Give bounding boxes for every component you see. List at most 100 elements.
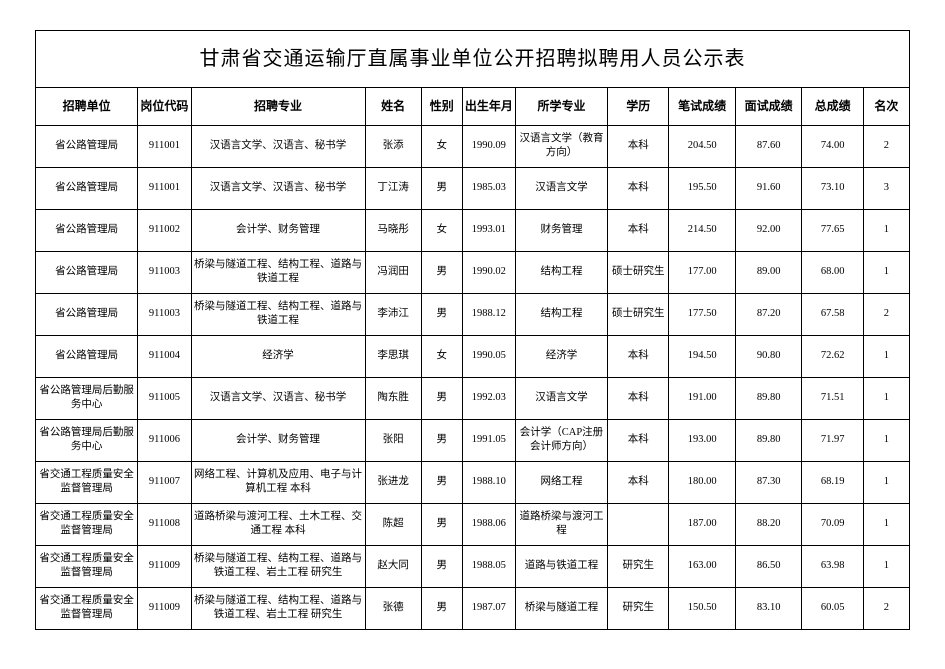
cell-gender: 男 [421,545,462,587]
header-birth: 出生年月 [462,88,515,126]
cell-total: 63.98 [802,545,863,587]
cell-written: 193.00 [669,419,736,461]
cell-rank: 1 [863,461,909,503]
cell-edu: 本科 [608,377,669,419]
cell-interview: 88.20 [735,503,802,545]
cell-studied: 桥梁与隧道工程 [515,587,607,629]
cell-interview: 89.80 [735,419,802,461]
cell-major: 汉语言文学、汉语言、秘书学 [191,125,365,167]
cell-studied: 汉语言文学 [515,167,607,209]
cell-major: 桥梁与隧道工程、结构工程、道路与铁道工程、岩土工程 研究生 [191,545,365,587]
cell-edu: 硕士研究生 [608,293,669,335]
cell-birth: 1990.09 [462,125,515,167]
header-interview: 面试成绩 [735,88,802,126]
table-row: 省公路管理局911001汉语言文学、汉语言、秘书学丁江涛男1985.03汉语言文… [36,167,910,209]
cell-gender: 男 [421,587,462,629]
cell-gender: 男 [421,419,462,461]
cell-total: 77.65 [802,209,863,251]
cell-code: 911005 [138,377,191,419]
cell-written: 204.50 [669,125,736,167]
cell-code: 911001 [138,167,191,209]
cell-total: 71.97 [802,419,863,461]
cell-name: 陶东胜 [365,377,421,419]
cell-code: 911006 [138,419,191,461]
cell-studied: 会计学（CAP注册会计师方向） [515,419,607,461]
cell-written: 180.00 [669,461,736,503]
cell-interview: 86.50 [735,545,802,587]
cell-written: 194.50 [669,335,736,377]
cell-total: 72.62 [802,335,863,377]
cell-studied: 汉语言文学 [515,377,607,419]
header-rank: 名次 [863,88,909,126]
header-edu: 学历 [608,88,669,126]
cell-major: 经济学 [191,335,365,377]
cell-unit: 省公路管理局 [36,167,138,209]
cell-code: 911009 [138,545,191,587]
cell-interview: 92.00 [735,209,802,251]
cell-birth: 1988.06 [462,503,515,545]
cell-code: 911003 [138,251,191,293]
cell-unit: 省交通工程质量安全监督管理局 [36,545,138,587]
header-row: 招聘单位 岗位代码 招聘专业 姓名 性别 出生年月 所学专业 学历 笔试成绩 面… [36,88,910,126]
cell-unit: 省交通工程质量安全监督管理局 [36,461,138,503]
cell-interview: 83.10 [735,587,802,629]
cell-name: 张德 [365,587,421,629]
cell-written: 195.50 [669,167,736,209]
cell-unit: 省公路管理局 [36,251,138,293]
table-row: 省交通工程质量安全监督管理局911008道路桥梁与渡河工程、土木工程、交通工程 … [36,503,910,545]
cell-gender: 男 [421,503,462,545]
cell-unit: 省公路管理局 [36,209,138,251]
table-row: 省交通工程质量安全监督管理局911007网络工程、计算机及应用、电子与计算机工程… [36,461,910,503]
cell-birth: 1987.07 [462,587,515,629]
cell-major: 会计学、财务管理 [191,209,365,251]
header-name: 姓名 [365,88,421,126]
cell-gender: 男 [421,377,462,419]
cell-major: 桥梁与隧道工程、结构工程、道路与铁道工程 [191,293,365,335]
cell-interview: 89.80 [735,377,802,419]
cell-interview: 87.30 [735,461,802,503]
cell-total: 68.19 [802,461,863,503]
cell-unit: 省交通工程质量安全监督管理局 [36,503,138,545]
cell-written: 187.00 [669,503,736,545]
cell-name: 张阳 [365,419,421,461]
cell-total: 60.05 [802,587,863,629]
cell-edu: 本科 [608,125,669,167]
cell-birth: 1988.10 [462,461,515,503]
cell-studied: 财务管理 [515,209,607,251]
cell-rank: 1 [863,377,909,419]
cell-birth: 1990.05 [462,335,515,377]
table-row: 省公路管理局911003桥梁与隧道工程、结构工程、道路与铁道工程冯润田男1990… [36,251,910,293]
header-studied: 所学专业 [515,88,607,126]
cell-rank: 2 [863,125,909,167]
cell-edu: 本科 [608,335,669,377]
cell-interview: 87.60 [735,125,802,167]
cell-unit: 省公路管理局 [36,125,138,167]
cell-studied: 经济学 [515,335,607,377]
cell-birth: 1985.03 [462,167,515,209]
cell-total: 71.51 [802,377,863,419]
cell-name: 张进龙 [365,461,421,503]
cell-total: 67.58 [802,293,863,335]
cell-total: 70.09 [802,503,863,545]
cell-edu: 硕士研究生 [608,251,669,293]
cell-unit: 省交通工程质量安全监督管理局 [36,587,138,629]
cell-rank: 1 [863,503,909,545]
cell-name: 李思琪 [365,335,421,377]
header-code: 岗位代码 [138,88,191,126]
cell-edu: 本科 [608,419,669,461]
cell-edu: 本科 [608,167,669,209]
cell-birth: 1991.05 [462,419,515,461]
cell-unit: 省公路管理局后勤服务中心 [36,419,138,461]
cell-studied: 道路桥梁与渡河工程 [515,503,607,545]
table-row: 省交通工程质量安全监督管理局911009桥梁与隧道工程、结构工程、道路与铁道工程… [36,587,910,629]
cell-major: 桥梁与隧道工程、结构工程、道路与铁道工程 [191,251,365,293]
cell-gender: 男 [421,461,462,503]
cell-gender: 男 [421,251,462,293]
cell-birth: 1990.02 [462,251,515,293]
cell-studied: 道路与铁道工程 [515,545,607,587]
cell-interview: 90.80 [735,335,802,377]
cell-written: 177.50 [669,293,736,335]
cell-major: 汉语言文学、汉语言、秘书学 [191,377,365,419]
cell-major: 汉语言文学、汉语言、秘书学 [191,167,365,209]
cell-rank: 1 [863,545,909,587]
